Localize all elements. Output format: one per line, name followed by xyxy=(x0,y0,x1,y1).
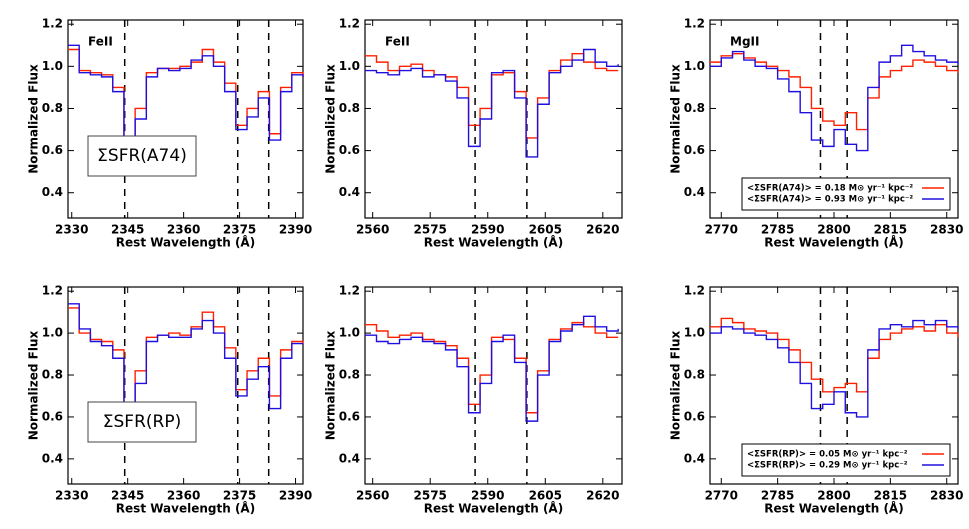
y-axis-label: Normalized Flux xyxy=(669,64,683,174)
y-tick-label: 0.6 xyxy=(684,143,705,157)
y-tick-label: 1.0 xyxy=(684,59,705,73)
x-tick-label: 2575 xyxy=(414,489,447,503)
y-tick-label: 0.6 xyxy=(42,143,63,157)
x-tick-label: 2345 xyxy=(111,489,144,503)
y-tick-label: 0.8 xyxy=(339,368,360,382)
y-tick-label: 1.2 xyxy=(339,17,360,31)
x-tick-label: 2830 xyxy=(930,223,963,237)
y-tick-label: 0.4 xyxy=(339,185,360,199)
x-axis-label: Rest Wavelength (Å) xyxy=(424,235,563,250)
y-tick-label: 1.2 xyxy=(339,284,360,298)
legend-label: <ΣSFR(A74)> = 0.93 M⊙ yr⁻¹ kpc⁻² xyxy=(747,195,913,205)
plot-frame xyxy=(67,286,304,485)
spectrum-line xyxy=(710,317,959,393)
plot-frame xyxy=(67,19,304,219)
x-axis-label: Rest Wavelength (Å) xyxy=(116,235,255,250)
x-tick-label: 2390 xyxy=(279,489,312,503)
plot-frame xyxy=(364,286,623,485)
x-tick-label: 2330 xyxy=(55,223,88,237)
y-tick-label: 0.4 xyxy=(684,185,705,199)
y-tick-label: 0.6 xyxy=(339,409,360,423)
spectrum-line xyxy=(68,303,303,422)
y-axis-label: Normalized Flux xyxy=(324,64,338,174)
x-tick-label: 2800 xyxy=(817,489,850,503)
legend-label: <ΣSFR(RP)> = 0.05 M⊙ yr⁻¹ kpc⁻² xyxy=(747,450,908,460)
legend-box xyxy=(741,177,951,211)
y-tick-label: 0.4 xyxy=(684,451,705,465)
x-tick-label: 2800 xyxy=(817,223,850,237)
annotation: ΣSFR(RP) xyxy=(103,412,181,432)
y-axis-label: Normalized Flux xyxy=(324,330,338,440)
y-tick-label: 0.8 xyxy=(42,101,63,115)
line-label: FeII xyxy=(88,35,113,49)
annotation: ΣSFR(A74) xyxy=(97,146,187,166)
y-axis-label: Normalized Flux xyxy=(669,330,683,440)
y-tick-label: 0.4 xyxy=(339,451,360,465)
y-tick-label: 1.0 xyxy=(42,326,63,340)
x-tick-label: 2815 xyxy=(874,223,907,237)
x-tick-label: 2620 xyxy=(586,223,619,237)
x-tick-label: 2770 xyxy=(705,223,738,237)
y-tick-label: 0.8 xyxy=(339,101,360,115)
spectrum-line xyxy=(710,319,959,418)
y-tick-label: 1.0 xyxy=(339,326,360,340)
y-tick-label: 0.4 xyxy=(42,451,63,465)
x-axis-label: Rest Wavelength (Å) xyxy=(764,501,903,516)
spectrum-line xyxy=(365,315,619,422)
y-tick-label: 0.6 xyxy=(42,409,63,423)
x-axis-label: Rest Wavelength (Å) xyxy=(116,501,255,516)
y-tick-label: 0.4 xyxy=(42,185,63,199)
x-tick-label: 2330 xyxy=(55,489,88,503)
line-label: MgII xyxy=(730,35,759,49)
y-tick-label: 0.6 xyxy=(339,143,360,157)
y-tick-label: 1.2 xyxy=(684,284,705,298)
y-tick-label: 1.2 xyxy=(42,17,63,31)
annotation-box xyxy=(87,135,197,177)
y-tick-label: 0.8 xyxy=(42,368,63,382)
x-tick-label: 2815 xyxy=(874,489,907,503)
x-tick-label: 2590 xyxy=(471,489,504,503)
x-tick-label: 2785 xyxy=(761,223,794,237)
y-tick-label: 1.2 xyxy=(42,284,63,298)
spectrum-line xyxy=(710,53,959,131)
line-label: FeII xyxy=(385,35,410,49)
x-tick-label: 2770 xyxy=(705,489,738,503)
x-tick-label: 2590 xyxy=(471,223,504,237)
x-tick-label: 2375 xyxy=(223,223,256,237)
x-tick-label: 2620 xyxy=(586,489,619,503)
x-tick-label: 2375 xyxy=(223,489,256,503)
x-tick-label: 2345 xyxy=(111,223,144,237)
y-tick-label: 1.0 xyxy=(684,326,705,340)
y-tick-label: 0.6 xyxy=(684,409,705,423)
y-tick-label: 1.2 xyxy=(684,17,705,31)
x-tick-label: 2830 xyxy=(930,489,963,503)
annotation-box xyxy=(87,401,197,443)
x-tick-label: 2360 xyxy=(167,223,200,237)
spectrum-line xyxy=(68,307,304,412)
legend-label: <ΣSFR(RP)> = 0.29 M⊙ yr⁻¹ kpc⁻² xyxy=(747,461,908,471)
x-tick-label: 2605 xyxy=(529,489,562,503)
x-tick-label: 2785 xyxy=(761,489,794,503)
y-tick-label: 0.8 xyxy=(684,101,705,115)
plot-frame xyxy=(364,19,623,219)
y-tick-label: 0.8 xyxy=(684,368,705,382)
legend-box xyxy=(741,443,951,477)
x-axis-label: Rest Wavelength (Å) xyxy=(764,235,903,250)
legend-label: <ΣSFR(A74)> = 0.18 M⊙ yr⁻¹ kpc⁻² xyxy=(747,184,913,194)
x-tick-label: 2560 xyxy=(356,489,389,503)
x-axis-label: Rest Wavelength (Å) xyxy=(424,501,563,516)
x-tick-label: 2390 xyxy=(279,223,312,237)
y-tick-label: 1.0 xyxy=(42,59,63,73)
y-tick-label: 1.0 xyxy=(339,59,360,73)
spectrum-line xyxy=(365,48,619,158)
y-axis-label: Normalized Flux xyxy=(27,64,41,174)
x-tick-label: 2360 xyxy=(167,489,200,503)
x-tick-label: 2575 xyxy=(414,223,447,237)
spectrum-line xyxy=(68,44,304,156)
y-axis-label: Normalized Flux xyxy=(27,330,41,440)
x-tick-label: 2560 xyxy=(356,223,389,237)
x-tick-label: 2605 xyxy=(529,223,562,237)
spectrum-line xyxy=(710,44,959,152)
